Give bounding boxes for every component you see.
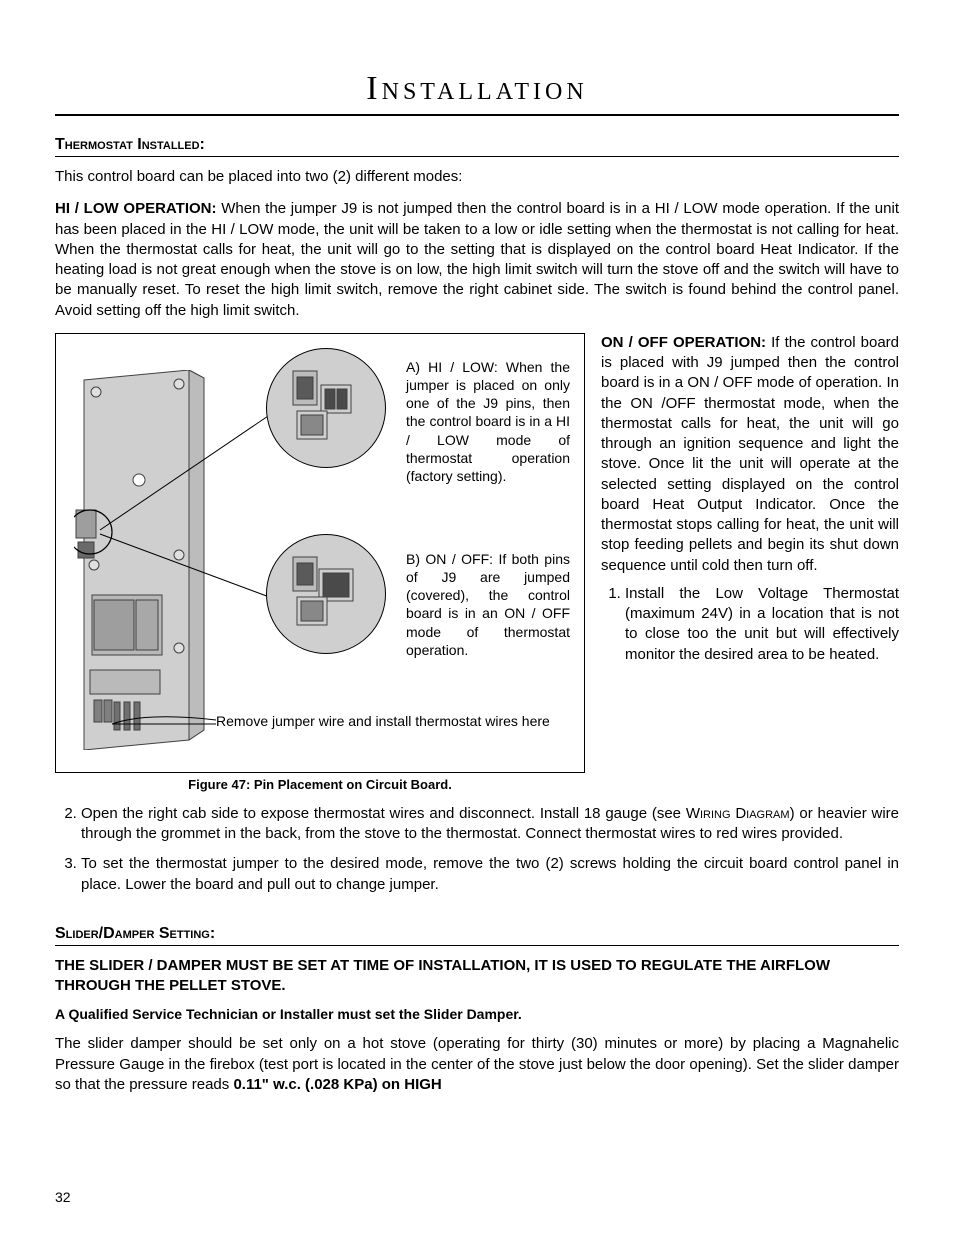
hilow-label: HI / LOW OPERATION: <box>55 200 216 217</box>
detail-circle-b <box>266 534 386 654</box>
hilow-paragraph: HI / LOW OPERATION: When the jumper J9 i… <box>55 199 899 321</box>
right-column: ON / OFF OPERATION: If the control board… <box>601 333 899 792</box>
circuit-board-svg <box>74 370 214 750</box>
page-number: 32 <box>55 1189 71 1205</box>
hilow-body: When the jumper J9 is not jumped then th… <box>55 200 899 318</box>
detail-circle-a <box>266 348 386 468</box>
page-title: Installation <box>55 70 899 108</box>
thermostat-heading: Thermostat Installed: <box>55 136 899 157</box>
intro-text: This control board can be placed into tw… <box>55 167 899 187</box>
callout-c: Remove jumper wire and install thermosta… <box>216 712 566 730</box>
slider-heading: Slider/Damper Setting: <box>55 925 899 946</box>
onoff-label: ON / OFF OPERATION: <box>601 334 766 351</box>
onoff-body: If the control board is placed with J9 j… <box>601 334 899 574</box>
step-2: Open the right cab side to expose thermo… <box>81 804 899 845</box>
step-3: To set the thermostat jumper to the desi… <box>81 854 899 895</box>
figure-caption: Figure 47: Pin Placement on Circuit Boar… <box>55 777 585 792</box>
slider-note: A Qualified Service Technician or Instal… <box>55 1006 899 1022</box>
slider-warning: THE SLIDER / DAMPER MUST BE SET AT TIME … <box>55 956 899 997</box>
jumper-b-svg <box>267 535 385 653</box>
figure-47: A) HI / LOW: When the jumper is placed o… <box>55 333 585 773</box>
wiring-diagram-ref: Wiring Diagram <box>686 805 790 822</box>
jumper-a-svg <box>267 349 385 467</box>
callout-b: B) ON / OFF: If both pins of J9 are jump… <box>406 550 570 659</box>
title-rule <box>55 114 899 116</box>
slider-body: The slider damper should be set only on … <box>55 1034 899 1095</box>
onoff-paragraph: ON / OFF OPERATION: If the control board… <box>601 333 899 576</box>
figure-column: A) HI / LOW: When the jumper is placed o… <box>55 333 585 792</box>
callout-a: A) HI / LOW: When the jumper is placed o… <box>406 358 570 485</box>
slider-body-bold: 0.11" w.c. (.028 KPa) on HIGH <box>233 1076 441 1093</box>
step-1: Install the Low Voltage Thermostat (maxi… <box>625 584 899 665</box>
slider-body-a: The slider damper should be set only on … <box>55 1035 899 1093</box>
steps-continued: Open the right cab side to expose thermo… <box>55 804 899 895</box>
step-2a: Open the right cab side to expose thermo… <box>81 805 686 822</box>
